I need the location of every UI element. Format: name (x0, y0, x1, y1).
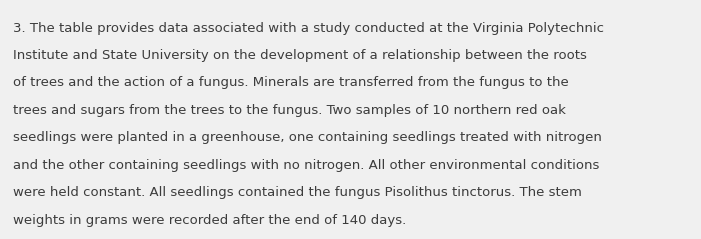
Text: Institute and State University on the development of a relationship between the : Institute and State University on the de… (13, 49, 587, 62)
Text: seedlings were planted in a greenhouse, one containing seedlings treated with ni: seedlings were planted in a greenhouse, … (13, 131, 601, 144)
Text: 3. The table provides data associated with a study conducted at the Virginia Pol: 3. The table provides data associated wi… (13, 22, 604, 34)
Text: weights in grams were recorded after the end of 140 days.: weights in grams were recorded after the… (13, 214, 406, 227)
Text: and the other containing seedlings with no nitrogen. All other environmental con: and the other containing seedlings with … (13, 159, 599, 172)
Text: were held constant. All seedlings contained the fungus Pisolithus tinctorus. The: were held constant. All seedlings contai… (13, 186, 582, 199)
Text: trees and sugars from the trees to the fungus. Two samples of 10 northern red oa: trees and sugars from the trees to the f… (13, 104, 566, 117)
Text: of trees and the action of a fungus. Minerals are transferred from the fungus to: of trees and the action of a fungus. Min… (13, 76, 569, 89)
